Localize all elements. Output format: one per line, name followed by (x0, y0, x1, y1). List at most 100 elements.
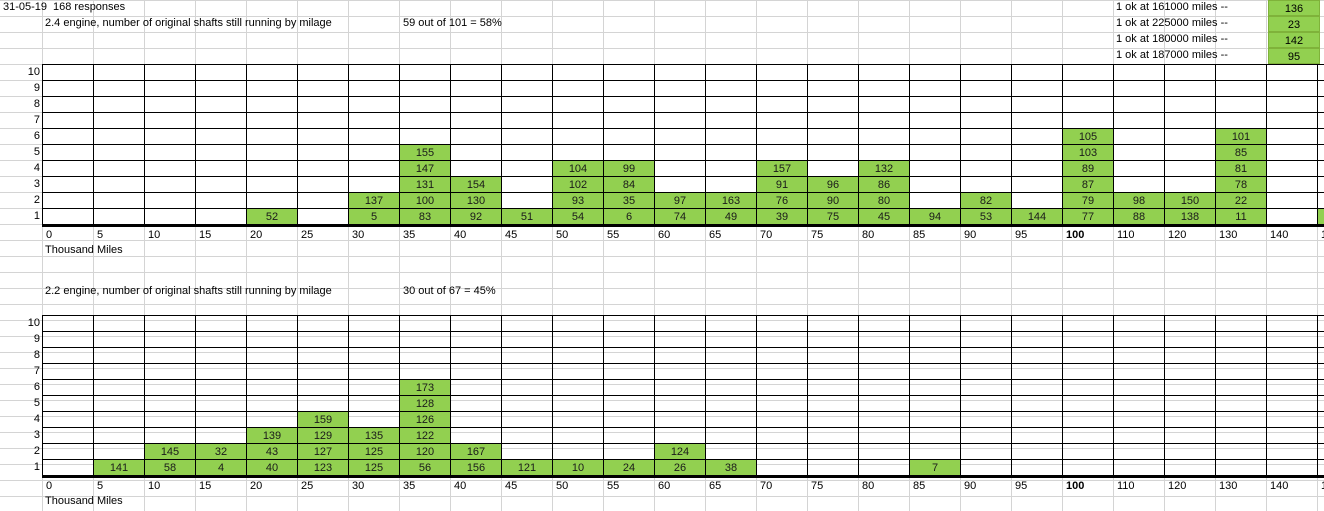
x-axis-label[interactable]: 130 (1219, 480, 1238, 492)
chart1-axis-title[interactable]: Thousand Miles (45, 244, 123, 256)
side-note-text[interactable]: 1 ok at 187000 miles -- (1116, 49, 1228, 61)
row-label[interactable]: 9 (33, 333, 40, 345)
data-cell[interactable]: 45 (859, 209, 909, 224)
data-cell[interactable]: 120 (400, 444, 450, 459)
data-cell[interactable]: 98 (1114, 193, 1164, 208)
x-axis-label[interactable]: 75 (811, 229, 824, 241)
x-axis-label[interactable]: 60 (658, 229, 671, 241)
data-cell[interactable]: 49 (706, 209, 756, 224)
x-axis-label[interactable]: 90 (964, 480, 977, 492)
x-axis-label[interactable]: 55 (607, 229, 620, 241)
data-cell[interactable]: 40 (247, 460, 297, 475)
data-cell[interactable]: 86 (859, 177, 909, 192)
data-cell[interactable]: 32 (196, 444, 246, 459)
data-cell[interactable]: 127 (298, 444, 348, 459)
x-axis-label[interactable]: 80 (862, 229, 875, 241)
row-label[interactable]: 2 (33, 445, 40, 457)
x-axis-label[interactable]: 30 (352, 229, 365, 241)
data-cell[interactable]: 85 (1216, 145, 1266, 160)
x-axis-label[interactable]: 15 (199, 229, 212, 241)
x-axis-label[interactable]: 1 (1321, 479, 1324, 493)
data-cell[interactable]: 138 (1165, 209, 1215, 224)
side-note-value[interactable]: 95 (1268, 48, 1320, 64)
x-axis-label[interactable]: 40 (454, 480, 467, 492)
date-label[interactable]: 31-05-19 (3, 1, 48, 13)
row-label[interactable]: 7 (33, 114, 40, 126)
data-cell[interactable]: 10 (553, 460, 603, 475)
data-cell[interactable]: 130 (451, 193, 501, 208)
row-label[interactable]: 4 (33, 162, 40, 174)
data-cell[interactable]: 141 (94, 460, 144, 475)
data-cell[interactable]: 82 (961, 193, 1011, 208)
data-cell[interactable]: 131 (400, 177, 450, 192)
x-axis-label[interactable]: 140 (1270, 480, 1289, 492)
x-axis-label[interactable]: 140 (1270, 229, 1289, 241)
data-cell[interactable]: 79 (1063, 193, 1113, 208)
data-cell[interactable] (1318, 209, 1324, 224)
data-cell[interactable]: 100 (400, 193, 450, 208)
data-cell[interactable]: 156 (451, 460, 501, 475)
x-axis-label[interactable]: 85 (913, 480, 926, 492)
row-label[interactable]: 1 (33, 461, 40, 473)
x-axis-label[interactable]: 0 (46, 229, 53, 241)
x-axis-label[interactable]: 130 (1219, 229, 1238, 241)
data-cell[interactable]: 75 (808, 209, 858, 224)
data-cell[interactable]: 125 (349, 460, 399, 475)
data-cell[interactable]: 129 (298, 428, 348, 443)
chart1-title[interactable]: 2.4 engine, number of original shafts st… (45, 17, 332, 29)
x-axis-label[interactable]: 95 (1015, 480, 1028, 492)
data-cell[interactable]: 11 (1216, 209, 1266, 224)
x-axis-label[interactable]: 1 (1321, 228, 1324, 242)
data-cell[interactable]: 144 (1012, 209, 1062, 224)
x-axis-label[interactable]: 50 (556, 480, 569, 492)
row-label[interactable]: 3 (33, 429, 40, 441)
data-cell[interactable]: 4 (196, 460, 246, 475)
data-cell[interactable]: 43 (247, 444, 297, 459)
data-cell[interactable]: 99 (604, 161, 654, 176)
data-cell[interactable]: 126 (400, 412, 450, 427)
x-axis-label[interactable]: 35 (403, 229, 416, 241)
data-cell[interactable]: 90 (808, 193, 858, 208)
row-label[interactable]: 1 (33, 210, 40, 222)
x-axis-label[interactable]: 80 (862, 480, 875, 492)
x-axis-label[interactable]: 40 (454, 229, 467, 241)
x-axis-label[interactable]: 25 (301, 480, 314, 492)
data-cell[interactable]: 163 (706, 193, 756, 208)
data-cell[interactable]: 101 (1216, 129, 1266, 144)
x-axis-label[interactable]: 110 (1117, 229, 1135, 241)
x-axis-label[interactable]: 45 (505, 229, 518, 241)
data-cell[interactable]: 5 (349, 209, 399, 224)
row-label[interactable]: 10 (27, 317, 40, 329)
data-cell[interactable]: 84 (604, 177, 654, 192)
row-label[interactable]: 5 (33, 397, 40, 409)
data-cell[interactable]: 128 (400, 396, 450, 411)
row-label[interactable]: 6 (33, 130, 40, 142)
data-cell[interactable]: 103 (1063, 145, 1113, 160)
x-axis-label[interactable]: 25 (301, 229, 314, 241)
data-cell[interactable]: 92 (451, 209, 501, 224)
data-cell[interactable]: 121 (502, 460, 552, 475)
data-cell[interactable]: 94 (910, 209, 960, 224)
x-axis-label[interactable]: 100 (1066, 229, 1085, 241)
row-label[interactable]: 2 (33, 194, 40, 206)
side-note-value[interactable]: 142 (1268, 32, 1320, 48)
data-cell[interactable]: 39 (757, 209, 807, 224)
side-note-text[interactable]: 1 ok at 225000 miles -- (1116, 17, 1228, 29)
side-note-text[interactable]: 1 ok at 161000 miles -- (1116, 1, 1228, 13)
x-axis-label[interactable]: 30 (352, 480, 365, 492)
data-cell[interactable]: 53 (961, 209, 1011, 224)
data-cell[interactable]: 35 (604, 193, 654, 208)
data-cell[interactable]: 80 (859, 193, 909, 208)
data-cell[interactable]: 139 (247, 428, 297, 443)
x-axis-label[interactable]: 10 (148, 229, 161, 241)
row-label[interactable]: 4 (33, 413, 40, 425)
data-cell[interactable]: 87 (1063, 177, 1113, 192)
data-cell[interactable]: 157 (757, 161, 807, 176)
data-cell[interactable]: 7 (910, 460, 960, 475)
data-cell[interactable]: 56 (400, 460, 450, 475)
data-cell[interactable]: 91 (757, 177, 807, 192)
side-note-value[interactable]: 23 (1268, 16, 1320, 32)
data-cell[interactable]: 173 (400, 380, 450, 395)
data-cell[interactable]: 76 (757, 193, 807, 208)
